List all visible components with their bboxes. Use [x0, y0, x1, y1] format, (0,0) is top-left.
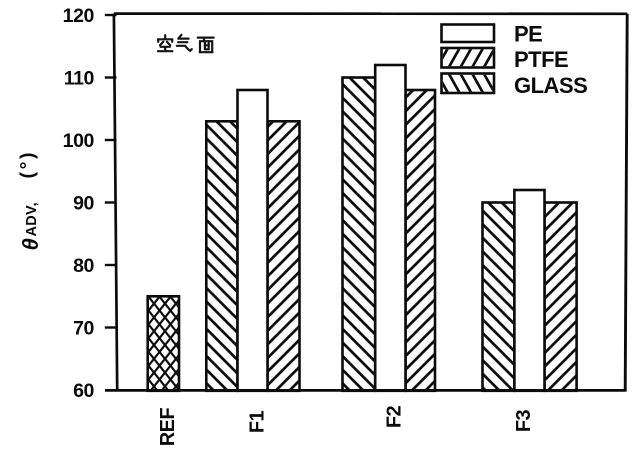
svg-text:θ: θ: [18, 238, 43, 250]
svg-text:PE: PE: [514, 21, 542, 46]
svg-text:F1: F1: [247, 411, 269, 434]
svg-text:100: 100: [63, 130, 95, 152]
svg-text:F2: F2: [384, 406, 406, 429]
svg-text:REF: REF: [157, 408, 179, 447]
svg-text:GLASS: GLASS: [514, 73, 587, 98]
svg-text:F3: F3: [513, 410, 535, 433]
svg-text:ADV,: ADV,: [24, 202, 40, 237]
svg-text:80: 80: [73, 255, 94, 277]
svg-text:60: 60: [73, 380, 94, 402]
svg-text:(°): (°): [17, 150, 39, 179]
svg-text:90: 90: [73, 192, 94, 214]
svg-text:PTFE: PTFE: [514, 47, 568, 72]
svg-text:70: 70: [73, 317, 94, 339]
svg-text:120: 120: [63, 5, 95, 27]
svg-text:110: 110: [64, 67, 95, 89]
